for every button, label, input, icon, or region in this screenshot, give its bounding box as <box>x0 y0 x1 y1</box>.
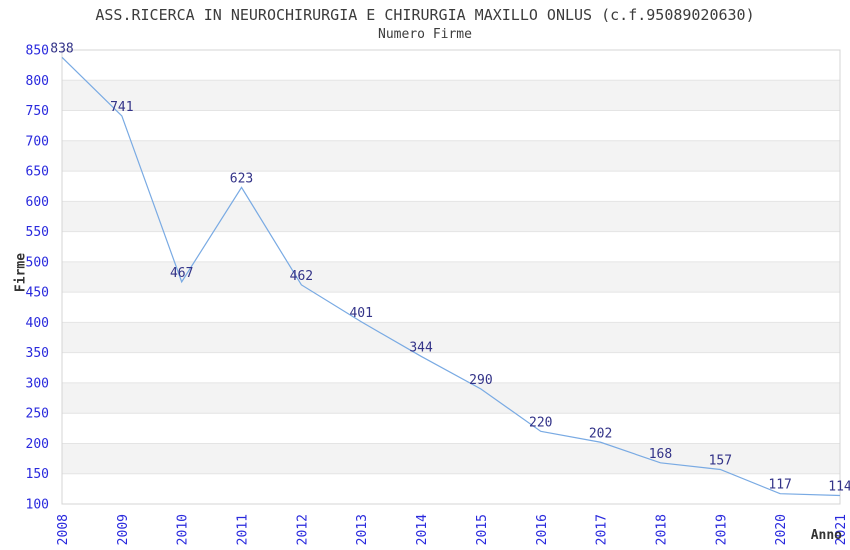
x-tick-label: 2011 <box>236 514 251 545</box>
x-tick-label: 2009 <box>116 514 131 545</box>
y-tick-label: 100 <box>26 498 49 513</box>
y-tick-label: 250 <box>26 407 49 422</box>
data-label: 157 <box>709 453 732 468</box>
x-tick-label: 2018 <box>654 514 669 545</box>
y-tick-label: 150 <box>26 467 49 482</box>
data-label: 168 <box>649 447 672 462</box>
data-label: 220 <box>529 415 552 430</box>
chart-subtitle: Numero Firme <box>378 27 472 42</box>
x-tick-label: 2010 <box>176 514 191 545</box>
plot-band <box>62 201 840 232</box>
y-tick-label: 700 <box>26 134 49 149</box>
x-tick-label: 2015 <box>475 514 490 545</box>
x-tick-label: 2021 <box>834 514 849 545</box>
y-tick-label: 800 <box>26 74 49 89</box>
data-label: 344 <box>409 340 433 355</box>
x-tick-label: 2014 <box>415 514 430 545</box>
plot-band <box>62 80 840 111</box>
series-line <box>61 56 841 497</box>
y-tick-label: 350 <box>26 346 49 361</box>
plot-border <box>61 49 841 505</box>
chart-title: ASS.RICERCA IN NEUROCHIRURGIA E CHIRURGI… <box>95 6 755 24</box>
data-label: 467 <box>170 266 193 281</box>
data-label: 202 <box>589 426 612 441</box>
x-tick-label: 2016 <box>535 514 550 545</box>
data-label: 117 <box>768 478 791 493</box>
x-tick-label: 2019 <box>714 514 729 545</box>
y-tick-label: 400 <box>26 316 49 331</box>
x-tick-label: 2020 <box>774 514 789 545</box>
plot-band <box>62 140 840 172</box>
y-tick-label: 500 <box>26 255 49 270</box>
plot-band <box>62 382 840 414</box>
x-tick-label: 2012 <box>295 514 310 545</box>
y-tick-label: 550 <box>26 225 49 240</box>
y-tick-label: 200 <box>26 437 49 452</box>
y-tick-label: 850 <box>26 44 49 59</box>
y-tick-label: 300 <box>26 376 49 391</box>
y-tick-label: 650 <box>26 165 49 180</box>
y-tick-label: 450 <box>26 286 49 301</box>
x-tick-label: 2017 <box>595 514 610 545</box>
data-label: 401 <box>349 306 372 321</box>
y-tick-label: 750 <box>26 104 49 119</box>
data-label: 741 <box>110 100 133 115</box>
data-label: 623 <box>230 171 253 186</box>
x-axis-title: Anno <box>810 528 842 543</box>
data-label: 290 <box>469 373 492 388</box>
x-tick-label: 2008 <box>56 514 71 545</box>
y-tick-label: 600 <box>26 195 49 210</box>
x-tick-label: 2013 <box>355 514 370 545</box>
y-axis-title: Firme <box>13 252 29 293</box>
data-label: 114 <box>828 480 850 495</box>
data-label: 838 <box>50 41 73 56</box>
data-label: 462 <box>290 269 313 284</box>
plot-band <box>62 322 840 353</box>
